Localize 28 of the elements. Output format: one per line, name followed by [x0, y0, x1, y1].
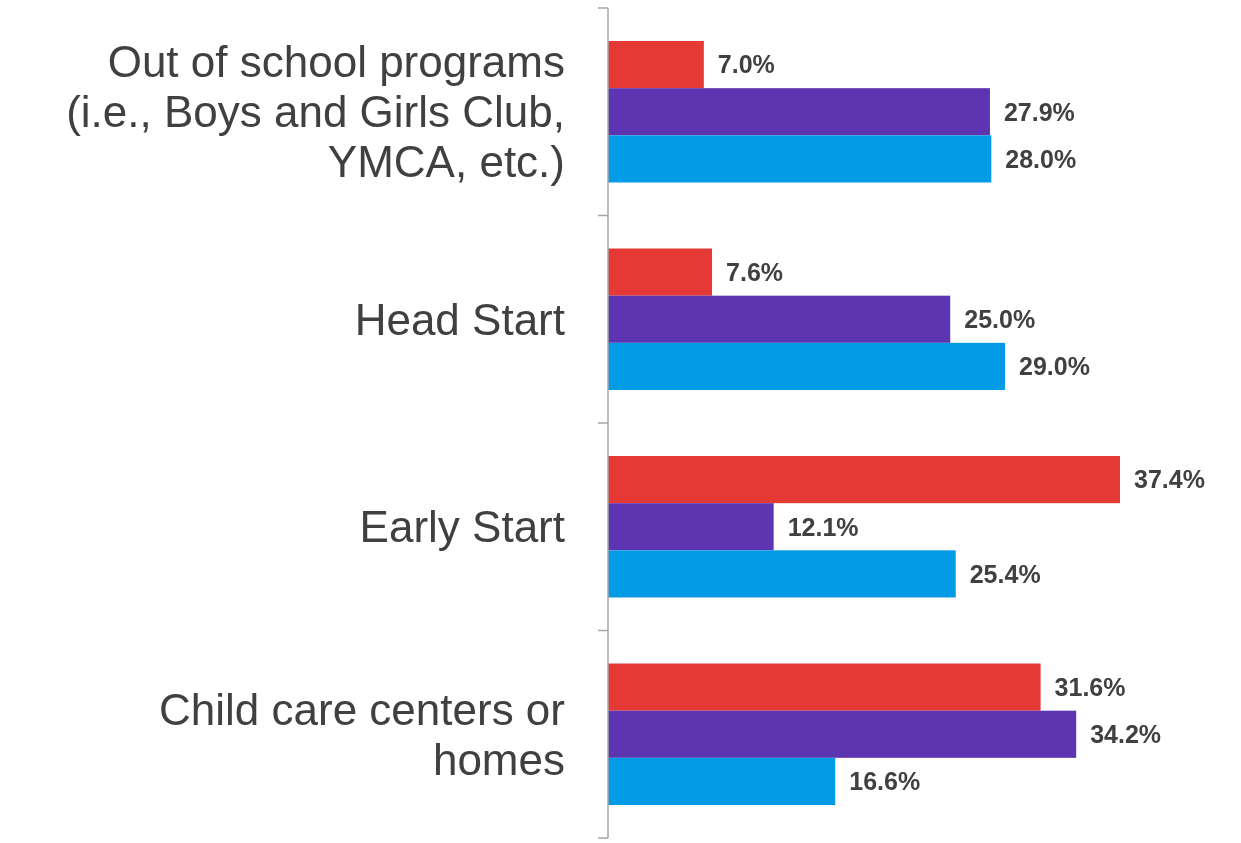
data-label: 25.0%	[964, 305, 1036, 333]
data-label: 25.4%	[969, 559, 1041, 588]
bar	[608, 88, 990, 136]
data-label: 27.9%	[1003, 97, 1075, 126]
bar	[608, 663, 1041, 711]
bar	[608, 41, 704, 89]
data-label: 7.0%	[717, 50, 775, 79]
y-tick-label: Out of school programs (i.e., Boys and Girls Club, YMCA, etc.)	[66, 37, 565, 187]
bar	[608, 757, 836, 805]
y-tick-label: Early Start	[359, 502, 565, 552]
data-label: 12.1%	[787, 512, 859, 541]
bar	[608, 342, 1006, 390]
bar	[608, 503, 774, 551]
data-label: 31.6%	[1054, 672, 1126, 701]
data-label: 34.2%	[1090, 720, 1162, 748]
data-label: 16.6%	[849, 767, 921, 796]
bar	[608, 710, 1077, 758]
bar	[608, 456, 1120, 504]
bar	[608, 550, 956, 598]
data-label: 7.6%	[726, 257, 784, 286]
data-label: 28.0%	[1005, 144, 1077, 173]
y-tick-label: Head Start	[354, 294, 565, 344]
bar	[608, 295, 951, 343]
data-label: 37.4%	[1134, 465, 1205, 494]
bar	[608, 135, 992, 183]
bar	[608, 248, 713, 296]
y-tick-label: Child care centers or homes	[159, 684, 565, 784]
data-label: 29.0%	[1019, 352, 1090, 381]
